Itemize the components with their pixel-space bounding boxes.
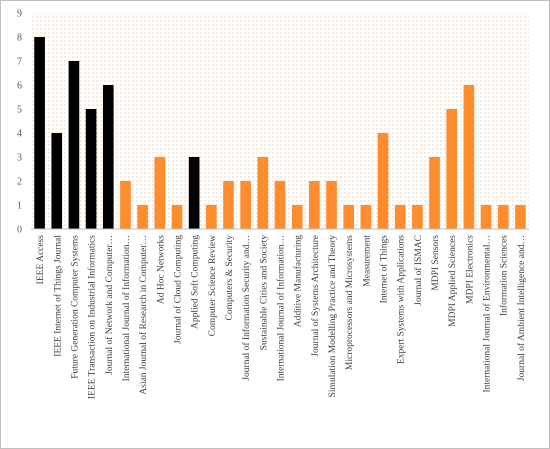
bar (188, 157, 200, 229)
bar (68, 61, 80, 229)
bar (515, 205, 526, 229)
x-tick-label: Expert Systems with Applications (397, 235, 407, 364)
x-tick-label: Measurement (362, 235, 372, 287)
bar (205, 205, 217, 229)
bar (291, 205, 303, 229)
x-tick-label: Computers & Security (225, 235, 235, 321)
x-tick-label: Sustainable Cities and Society (259, 235, 269, 351)
x-tick-label: Journal of Ambient Intelligence and… (516, 235, 527, 381)
x-tick-label: Simulation Modelling Practice and Theory (328, 235, 338, 398)
y-tick-label: 3 (17, 153, 22, 164)
bar (257, 157, 269, 229)
bar (446, 109, 458, 229)
x-tick-label: Internet of Things (379, 235, 390, 304)
x-tick-label: Journal of Information Security and… (241, 235, 252, 381)
bar (360, 205, 372, 229)
x-tick-label: Asian Journal of Research in Computer… (138, 235, 149, 395)
x-tick-label: Additive Manufacturing (293, 235, 304, 327)
bar (326, 181, 337, 229)
bar (240, 181, 251, 229)
y-tick-label: 0 (17, 225, 22, 236)
x-tick-label: International Journal of Environmental… (482, 235, 493, 393)
bar (85, 109, 97, 229)
x-axis: IEEE Access IEEE Internet of Things Journ… (36, 235, 527, 399)
x-tick-label: IEEE Internet of Things Journal (52, 235, 63, 357)
y-tick-label: 7 (17, 57, 22, 68)
x-tick-label: Journal of ISMAC (413, 235, 424, 306)
x-tick-label: MDPI Applied Sciences (448, 235, 458, 327)
x-tick-label: International Journal of Information… (276, 235, 287, 381)
bar (343, 205, 355, 229)
bar (497, 205, 509, 229)
x-tick-label: International Journal of Information… (121, 235, 132, 381)
bar (102, 85, 114, 229)
x-tick-label: Applied Soft Computing (190, 235, 201, 329)
y-tick-label: 5 (17, 105, 22, 116)
bar (34, 37, 45, 229)
bar (429, 157, 440, 229)
x-tick-label: Computer Science Review (208, 235, 218, 336)
bar (171, 205, 183, 229)
x-tick-label: IEEE Transaction on Industrial Informati… (87, 235, 98, 399)
x-tick-label: Information Sciences (499, 235, 510, 316)
x-tick-label: Future Generation Computer Systems (70, 235, 80, 379)
bar (394, 205, 406, 229)
bar (480, 205, 492, 229)
x-tick-label: Journal of Network and Computer… (104, 235, 115, 375)
y-tick-label: 8 (17, 33, 22, 44)
y-tick-label: 6 (17, 81, 22, 92)
x-tick-label: Microprocessors and Microsystems (345, 235, 355, 370)
y-axis: 0 1 2 3 4 5 6 7 8 9 (17, 9, 22, 236)
x-tick-label: Journal of Cloud Computing (172, 235, 183, 344)
bar (154, 157, 166, 229)
bar (463, 85, 475, 229)
bar-series (34, 37, 526, 229)
x-tick-label: MDPI Electronics (465, 235, 475, 304)
bar (412, 205, 423, 229)
bar (51, 133, 63, 229)
bar (120, 181, 131, 229)
x-tick-label: Ad Hoc Networks (156, 235, 166, 304)
x-tick-label: MDPI Sensors (431, 235, 441, 291)
bar (137, 205, 148, 229)
x-tick-label: Journal of Systems Architecture (310, 235, 321, 357)
y-tick-label: 2 (17, 177, 22, 188)
y-tick-label: 1 (17, 201, 22, 212)
bar (377, 133, 389, 229)
y-tick-label: 9 (17, 9, 22, 20)
y-tick-label: 4 (17, 129, 22, 140)
bar (274, 181, 286, 229)
x-tick-label: IEEE Access (36, 235, 46, 285)
bar (223, 181, 234, 229)
bar (309, 181, 320, 229)
